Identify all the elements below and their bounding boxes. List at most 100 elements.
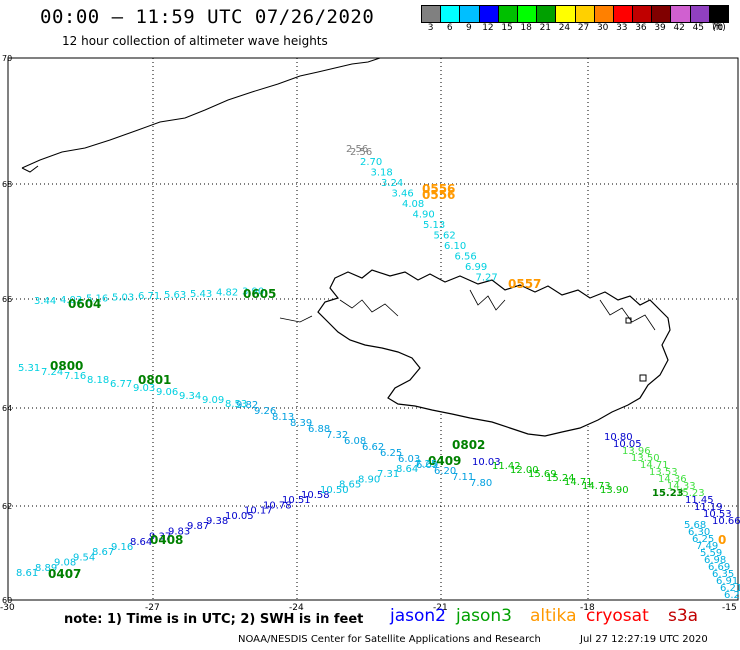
swh-label: 2.56 (346, 144, 368, 155)
colorbar-cell (594, 6, 614, 22)
swh-label: 8.61 (16, 568, 38, 579)
swh-label: 7.27 (476, 273, 498, 284)
swh-label: 15.23 (676, 488, 705, 499)
time-label: 0557 (508, 277, 541, 291)
latitude-label: 60 (2, 596, 12, 605)
swh-label: 6.08 (344, 436, 366, 447)
swh-label: 10.03 (472, 457, 501, 468)
colorbar-label: 70 (711, 23, 724, 33)
swh-label: 10.66 (712, 516, 740, 527)
swh-label: 10.51 (282, 495, 311, 506)
swh-label: 12.00 (510, 465, 539, 476)
swh-label: 13.50 (631, 453, 660, 464)
swh-label: 9.06 (156, 387, 178, 398)
swh-label: 15.24 (546, 473, 575, 484)
swh-label: 6.35 (712, 569, 734, 580)
swh-label: 6.99 (465, 262, 487, 273)
colorbar-cell (537, 6, 557, 22)
time-label: 0800 (50, 359, 83, 373)
time-label: 0604 (68, 297, 101, 311)
longitude-label: -15 (722, 603, 737, 613)
swh-label: 8.53 (225, 399, 247, 410)
colorbar-label: 42 (673, 23, 685, 33)
swh-label: 4.90 (413, 210, 435, 221)
swh-label: 7.31 (377, 469, 399, 480)
latitude-label: 70 (2, 54, 12, 63)
swh-label: 5.13 (423, 220, 445, 231)
swh-label: 7.25 (415, 459, 437, 470)
colorbar-cell (613, 6, 634, 22)
swh-label: 4.08 (402, 199, 424, 210)
colorbar-label: (ft) (712, 23, 726, 33)
swh-label: 3.24 (381, 178, 403, 189)
colorbar-cell (441, 6, 461, 22)
note-text: note: 1) Time is in UTC; 2) SWH is in fe… (64, 612, 364, 627)
swh-label: 7.16 (64, 371, 86, 382)
colorbar-labels: 3 6 9 12 15 18 21 24 27 30 33 36 39 42 45 70 (ft) (421, 23, 727, 35)
swh-label: 8.67 (92, 547, 114, 558)
swh-label: 13.90 (600, 485, 629, 496)
legend-cryosat: cryosat (586, 606, 649, 626)
swh-label: 9.03 (133, 383, 155, 394)
swh-label: 5.03 (112, 292, 134, 303)
swh-label: 13.53 (649, 467, 678, 478)
longitude-label: -30 (0, 603, 15, 613)
swh-label: 6.03 (398, 454, 420, 465)
swh-label: 8.39 (290, 418, 312, 429)
time-label: 0802 (452, 438, 485, 452)
longitude-label: -18 (580, 603, 595, 613)
swh-label: 9.26 (254, 406, 276, 417)
swh-label: 6.91 (716, 576, 738, 587)
timestamp-text: Jul 27 12:27:19 UTC 2020 (580, 634, 708, 645)
swh-label: 11.42 (492, 461, 521, 472)
swh-label: 6.30 (688, 527, 710, 538)
colorbar-cell (479, 6, 499, 22)
colorbar-cell (690, 6, 710, 22)
swh-label: 6.62 (362, 442, 384, 453)
swh-label: 6.56 (455, 252, 477, 263)
colorbar-cell (517, 6, 538, 22)
colorbar-label: 45 (692, 23, 705, 33)
colorbar (421, 5, 729, 23)
fjord-detail (279, 315, 313, 323)
swh-label: 10.05 (225, 511, 254, 522)
colorbar-cell (709, 6, 728, 22)
colorbar-cell (671, 6, 691, 22)
legend-s3a: s3a (668, 606, 699, 626)
swh-label: 13.96 (622, 446, 651, 457)
swh-label: 6.10 (444, 241, 466, 252)
swh-label: 5.16 (86, 294, 108, 305)
swh-label: 6.98 (704, 555, 726, 566)
longitude-label: -24 (289, 603, 304, 613)
colorbar-label: 15 (501, 23, 513, 33)
colorbar-cell (633, 6, 653, 22)
swh-label: 8.90 (358, 474, 380, 485)
swh-label: 8.13 (272, 412, 294, 423)
greenland-coastline (21, 165, 39, 173)
colorbar-label: 33 (616, 23, 628, 33)
legend-jason3: jason3 (456, 606, 512, 626)
swh-label: 9.37 (149, 532, 171, 543)
swh-label: 5.31 (18, 363, 40, 374)
credit-text: NOAA/NESDIS Center for Satellite Applica… (238, 634, 541, 645)
swh-label: 4.03 (60, 295, 82, 306)
colorbar-label: 3 (427, 23, 434, 33)
swh-label: 9.38 (206, 516, 228, 527)
swh-label: 9.34 (179, 391, 201, 402)
colorbar-cell (652, 6, 672, 22)
colorbar-label: 39 (654, 23, 666, 33)
swh-label: 11.45 (685, 495, 714, 506)
swh-label: 10.53 (703, 509, 732, 520)
chart-title: 00:00 – 11:59 UTC 07/26/2020 (40, 6, 375, 28)
swh-label: 10.78 (263, 500, 292, 511)
swh-label: 6.20 (434, 466, 456, 477)
latitude-label: 62 (2, 502, 12, 511)
time-label: 0 (718, 533, 726, 547)
colorbar-label: 6 (446, 23, 453, 33)
swh-label: 9.87 (187, 521, 209, 532)
swh-label: 8.64 (130, 537, 152, 548)
swh-label: 9.08 (54, 558, 76, 569)
fjord-detail (469, 289, 506, 311)
swh-label: 10.17 (244, 506, 273, 517)
time-label: 0801 (138, 373, 171, 387)
